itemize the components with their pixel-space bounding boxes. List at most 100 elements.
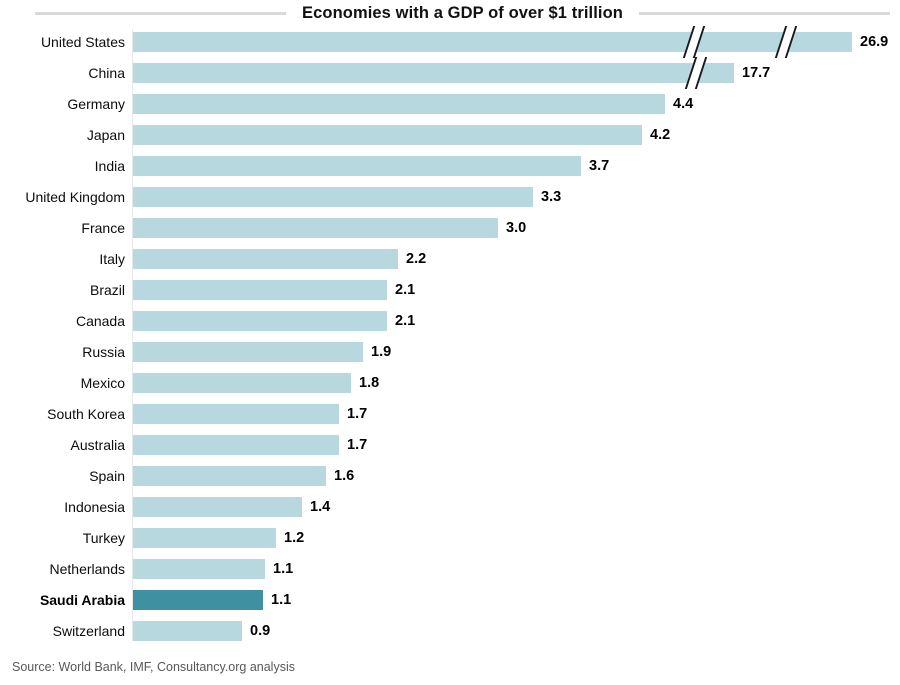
value-label: 4.4 [673, 96, 694, 112]
chart-row: Germany 4.4 [0, 94, 900, 114]
chart-row: United Kingdom 3.3 [0, 187, 900, 207]
chart-row: Indonesia 1.4 [0, 497, 900, 517]
gdp-bar [133, 156, 581, 176]
gdp-bar [133, 590, 263, 610]
bar-area: 1.7 [133, 435, 367, 455]
gdp-bar [133, 94, 665, 114]
bar-area: 1.9 [133, 342, 391, 362]
gdp-bar [133, 621, 242, 641]
country-label: United States [40, 34, 125, 50]
title-row: Economies with a GDP of over $1 trillion [0, 0, 900, 24]
value-label: 1.7 [347, 437, 368, 453]
value-label: 4.2 [650, 127, 671, 143]
gdp-bar [133, 435, 339, 455]
chart-row: Turkey 1.2 [0, 528, 900, 548]
title-rule-right [638, 11, 890, 15]
chart-row: Netherlands 1.1 [0, 559, 900, 579]
country-label: Japan [86, 127, 125, 143]
category-axis-line [132, 29, 133, 641]
chart-row: Spain 1.6 [0, 466, 900, 486]
country-label: Canada [75, 313, 125, 329]
chart-row: Japan 4.2 [0, 125, 900, 145]
chart-row: France 3.0 [0, 218, 900, 238]
bar-area: 1.1 [133, 559, 293, 579]
bar-area: 2.1 [133, 280, 415, 300]
bar-area: 3.0 [133, 218, 526, 238]
value-label: 1.1 [273, 561, 294, 577]
chart-row: Australia 1.7 [0, 435, 900, 455]
country-label: India [94, 158, 125, 174]
gdp-bar [133, 280, 387, 300]
bar-area: 0.9 [133, 621, 270, 641]
country-label: China [88, 65, 125, 81]
country-label: Saudi Arabia [39, 592, 125, 608]
value-label: 1.4 [310, 499, 331, 515]
gdp-bar [133, 218, 498, 238]
country-label: Mexico [80, 375, 125, 391]
country-label: Italy [99, 251, 125, 267]
axis-break-mark [684, 57, 708, 89]
bar-area: 1.4 [133, 497, 330, 517]
value-label: 2.1 [395, 282, 416, 298]
chart-row: United States 26.9 [0, 26, 900, 58]
value-label: 26.9 [860, 34, 889, 50]
country-label: Spain [89, 468, 125, 484]
gdp-bar [133, 57, 734, 89]
value-label: 1.2 [284, 530, 305, 546]
country-label: South Korea [47, 406, 125, 422]
value-label: 3.0 [506, 220, 527, 236]
country-label: Indonesia [64, 499, 125, 515]
country-label: France [81, 220, 125, 236]
gdp-bar [133, 187, 533, 207]
value-label: 17.7 [742, 65, 771, 81]
chart-row: Russia 1.9 [0, 342, 900, 362]
chart-row: China 17.7 [0, 57, 900, 89]
value-label: 2.1 [395, 313, 416, 329]
chart-row: South Korea 1.7 [0, 404, 900, 424]
gdp-bar [133, 404, 339, 424]
bar-area: 2.2 [133, 249, 426, 269]
gdp-bar [133, 466, 326, 486]
axis-break-mark [682, 26, 706, 58]
bar-area: 4.4 [133, 94, 693, 114]
country-label: United Kingdom [25, 189, 125, 205]
bar-area: 4.2 [133, 125, 670, 145]
value-label: 1.7 [347, 406, 368, 422]
bar-area: 2.1 [133, 311, 415, 331]
country-label: Turkey [82, 530, 125, 546]
axis-break-mark [774, 26, 798, 58]
bar-area: 1.7 [133, 404, 367, 424]
source-note: Source: World Bank, IMF, Consultancy.org… [12, 660, 295, 674]
chart-row: Italy 2.2 [0, 249, 900, 269]
title-rule-left [35, 11, 287, 15]
country-label: Switzerland [52, 623, 125, 639]
bar-area: 1.6 [133, 466, 354, 486]
value-label: 0.9 [250, 623, 271, 639]
country-label: Russia [82, 344, 125, 360]
value-label: 1.8 [359, 375, 380, 391]
gdp-bar [133, 125, 642, 145]
gdp-bar [133, 26, 852, 58]
value-label: 1.6 [334, 468, 355, 484]
bar-area: 3.7 [133, 156, 609, 176]
country-label: Netherlands [49, 561, 126, 577]
value-label: 3.7 [589, 158, 610, 174]
chart-row: Brazil 2.1 [0, 280, 900, 300]
bar-area: 26.9 [133, 26, 889, 58]
chart-title: Economies with a GDP of over $1 trillion [302, 3, 623, 22]
gdp-bar [133, 249, 398, 269]
chart-row: Saudi Arabia 1.1 [0, 590, 900, 610]
country-label: Brazil [89, 282, 125, 298]
bar-area: 1.1 [133, 590, 291, 610]
bar-chart: United States 26.9 China 17.7 Germany 4.4 Japa… [0, 26, 900, 641]
gdp-bar [133, 528, 276, 548]
bar-area: 1.8 [133, 373, 379, 393]
chart-row: Mexico 1.8 [0, 373, 900, 393]
value-label: 2.2 [406, 251, 427, 267]
chart-row: Switzerland 0.9 [0, 621, 900, 641]
value-label: 3.3 [541, 189, 562, 205]
gdp-bar [133, 497, 302, 517]
country-label: Australia [70, 437, 125, 453]
gdp-bar [133, 342, 363, 362]
